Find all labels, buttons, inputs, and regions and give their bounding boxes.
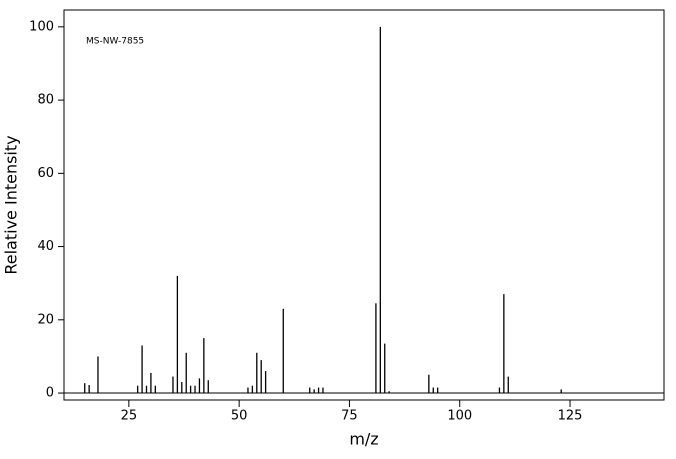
y-tick-label: 60	[37, 166, 54, 181]
y-tick-label: 0	[46, 386, 54, 401]
y-tick-label: 80	[37, 93, 54, 108]
y-tick-label: 20	[37, 312, 54, 327]
x-tick-label: 125	[558, 409, 583, 424]
x-tick-label: 25	[121, 409, 138, 424]
annotation: MS-NW-7855	[86, 37, 144, 47]
y-axis-label: Relative Intensity	[2, 135, 21, 274]
plot-frame	[63, 9, 665, 401]
x-tick-label: 50	[231, 409, 248, 424]
x-tick-label: 75	[341, 409, 358, 424]
x-tick-label: 100	[447, 409, 472, 424]
y-tick-label: 40	[37, 239, 54, 254]
x-axis-label: m/z	[349, 430, 378, 449]
y-tick-label: 100	[29, 19, 54, 34]
